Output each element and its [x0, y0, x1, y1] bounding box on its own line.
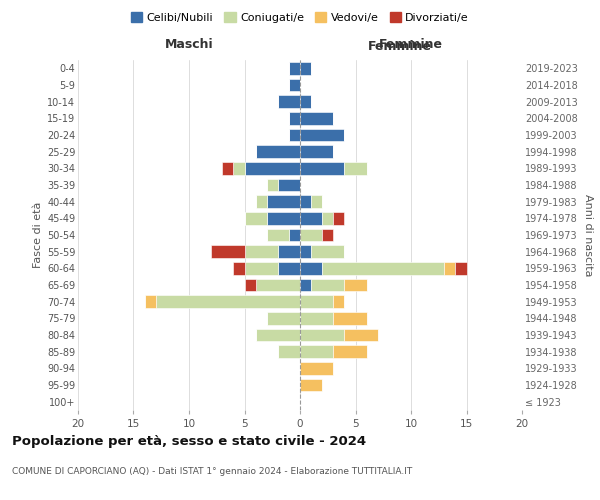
Bar	[344, 329, 378, 341]
Bar	[245, 246, 278, 258]
Bar	[300, 212, 322, 224]
Bar	[267, 212, 300, 224]
Bar	[289, 129, 300, 141]
Bar	[278, 346, 300, 358]
Text: Femmine: Femmine	[368, 40, 432, 53]
Text: Femmine: Femmine	[379, 38, 443, 52]
Bar	[300, 279, 311, 291]
Bar	[300, 96, 311, 108]
Bar	[256, 196, 267, 208]
Bar	[245, 162, 300, 174]
Bar	[245, 262, 278, 274]
Bar	[289, 79, 300, 92]
Bar	[455, 262, 467, 274]
Bar	[300, 246, 311, 258]
Bar	[278, 246, 300, 258]
Text: Maschi: Maschi	[164, 38, 214, 52]
Bar	[278, 179, 300, 192]
Bar	[289, 229, 300, 241]
Bar	[300, 162, 344, 174]
Bar	[322, 212, 334, 224]
Bar	[156, 296, 300, 308]
Text: Popolazione per età, sesso e stato civile - 2024: Popolazione per età, sesso e stato civil…	[12, 435, 366, 448]
Bar	[311, 196, 322, 208]
Bar	[300, 112, 334, 124]
Bar	[300, 196, 311, 208]
Bar	[300, 146, 334, 158]
Bar	[334, 312, 367, 324]
Bar	[334, 346, 367, 358]
Bar	[344, 162, 367, 174]
Bar	[289, 112, 300, 124]
Bar	[300, 379, 322, 391]
Y-axis label: Fasce di età: Fasce di età	[32, 202, 43, 268]
Bar	[256, 146, 300, 158]
Bar	[267, 312, 300, 324]
Bar	[233, 262, 245, 274]
Bar	[245, 212, 267, 224]
Bar	[322, 262, 445, 274]
Bar	[311, 246, 344, 258]
Bar	[267, 229, 289, 241]
Bar	[334, 296, 344, 308]
Bar	[256, 279, 300, 291]
Bar	[300, 329, 344, 341]
Bar	[344, 279, 367, 291]
Bar	[445, 262, 455, 274]
Bar	[334, 212, 344, 224]
Bar	[289, 62, 300, 74]
Bar	[300, 62, 311, 74]
Bar	[267, 179, 278, 192]
Bar	[311, 279, 344, 291]
Y-axis label: Anni di nascita: Anni di nascita	[583, 194, 593, 276]
Bar	[300, 312, 334, 324]
Legend: Celibi/Nubili, Coniugati/e, Vedovi/e, Divorziati/e: Celibi/Nubili, Coniugati/e, Vedovi/e, Di…	[127, 8, 473, 28]
Bar	[300, 129, 344, 141]
Bar	[300, 362, 334, 374]
Bar	[267, 196, 300, 208]
Bar	[256, 329, 300, 341]
Bar	[223, 162, 233, 174]
Bar	[300, 346, 334, 358]
Bar	[300, 229, 322, 241]
Bar	[245, 279, 256, 291]
Bar	[211, 246, 245, 258]
Bar	[300, 262, 322, 274]
Bar	[322, 229, 334, 241]
Bar	[278, 262, 300, 274]
Bar	[278, 96, 300, 108]
Bar	[300, 296, 334, 308]
Bar	[233, 162, 245, 174]
Text: COMUNE DI CAPORCIANO (AQ) - Dati ISTAT 1° gennaio 2024 - Elaborazione TUTTITALIA: COMUNE DI CAPORCIANO (AQ) - Dati ISTAT 1…	[12, 468, 412, 476]
Bar	[145, 296, 156, 308]
